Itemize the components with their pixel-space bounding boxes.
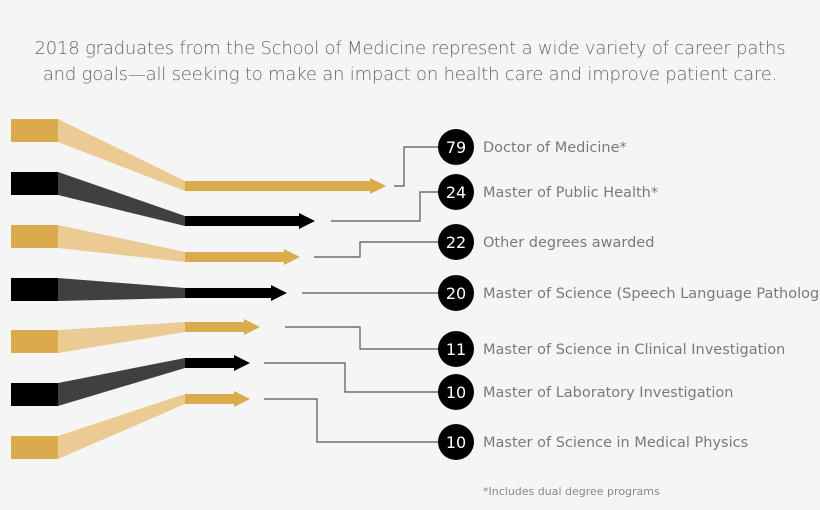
bar-block	[11, 330, 58, 353]
bar-block	[11, 436, 58, 459]
bar-arrow	[185, 285, 287, 301]
value-badge	[438, 224, 474, 260]
category-label: Master of Laboratory Investigation	[483, 385, 733, 401]
connector-line	[264, 362, 438, 393]
bar-block	[11, 119, 58, 142]
bar-arrow	[185, 178, 386, 194]
category-label: Master of Public Health*	[483, 185, 658, 201]
title-line-1: 2018 graduates from the School of Medici…	[34, 38, 786, 59]
bar-arrow	[185, 319, 260, 335]
footnote: *Includes dual degree programs	[483, 485, 660, 498]
category-label: Master of Science in Medical Physics	[483, 435, 748, 451]
bar-block	[11, 172, 58, 195]
value-label: 10	[446, 433, 466, 452]
category-label: Master of Science (Speech Language Patho…	[483, 286, 820, 302]
bar-arrow	[185, 391, 250, 407]
title-line-2: and goals—all seeking to make an impact …	[42, 64, 778, 85]
connector-line	[331, 191, 438, 222]
bar-taper	[58, 119, 185, 191]
connector-line	[394, 146, 438, 187]
value-label: 11	[446, 340, 466, 359]
bar-block	[11, 225, 58, 248]
bar-taper	[58, 394, 185, 459]
value-label: 79	[446, 138, 466, 157]
connector-line	[285, 326, 438, 350]
category-label: Master of Science in Clinical Investigat…	[483, 342, 785, 358]
bar-taper	[58, 172, 185, 226]
value-label: 10	[446, 383, 466, 402]
bar-block	[11, 383, 58, 406]
bar-arrow	[185, 213, 315, 229]
connector-line	[314, 241, 438, 258]
value-badge	[438, 331, 474, 367]
value-badge	[438, 174, 474, 210]
value-label: 20	[446, 284, 466, 303]
bar-block	[11, 278, 58, 301]
bar-taper	[58, 278, 185, 301]
category-label: Doctor of Medicine*	[483, 140, 627, 156]
value-label: 22	[446, 233, 466, 252]
value-badge	[438, 275, 474, 311]
bar-taper	[58, 358, 185, 406]
value-badge	[438, 129, 474, 165]
value-badge	[438, 374, 474, 410]
bar-arrow	[185, 355, 250, 371]
value-label: 24	[446, 183, 466, 202]
bar-taper	[58, 322, 185, 353]
chart-title: 2018 graduates from the School of Medici…	[0, 36, 820, 88]
bar-arrow	[185, 249, 300, 265]
bar-taper	[58, 225, 185, 262]
value-badge	[438, 424, 474, 460]
category-label: Other degrees awarded	[483, 235, 654, 251]
connector-line	[264, 398, 438, 443]
